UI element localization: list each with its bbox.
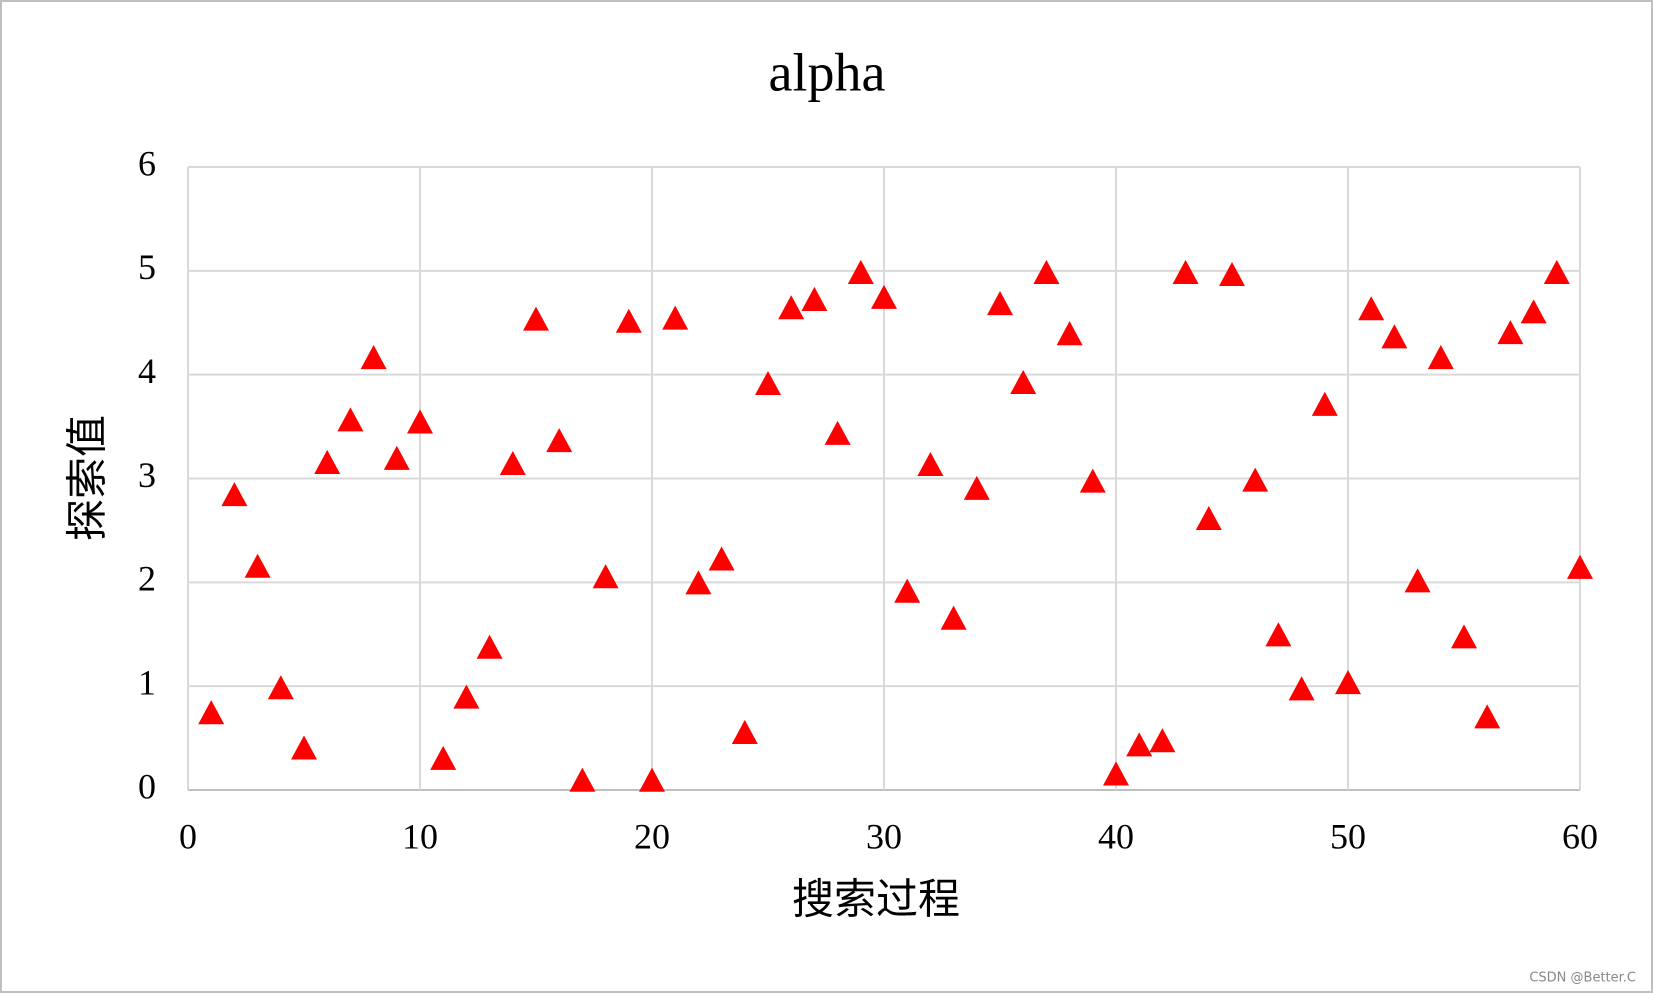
y-tick-label: 1 <box>138 662 156 702</box>
point <box>1543 259 1570 284</box>
point <box>639 767 665 792</box>
x-tick-label: 40 <box>1098 816 1134 856</box>
point <box>383 445 410 470</box>
point <box>1358 296 1385 321</box>
y-tick-label: 2 <box>138 559 156 599</box>
point <box>1335 670 1361 695</box>
point <box>1195 505 1222 531</box>
point <box>198 700 225 725</box>
point <box>407 409 433 434</box>
y-tick-label: 4 <box>138 351 156 391</box>
x-tick-label: 10 <box>402 816 438 856</box>
x-axis-label: 搜索过程 <box>792 878 960 924</box>
y-axis-label: 探索值 <box>66 415 112 541</box>
point <box>1079 468 1106 493</box>
point <box>847 259 874 284</box>
point <box>685 570 712 595</box>
x-tick-label: 20 <box>634 816 670 856</box>
point <box>221 482 248 507</box>
point <box>801 286 828 311</box>
point <box>244 553 271 578</box>
point <box>592 564 619 589</box>
y-tick-label: 5 <box>138 247 156 287</box>
point <box>1427 345 1454 370</box>
point <box>1451 624 1477 649</box>
point <box>1033 259 1060 284</box>
x-tick-label: 0 <box>179 816 197 856</box>
chart-title: alpha <box>769 42 886 102</box>
point <box>430 745 457 770</box>
point <box>662 305 689 330</box>
point <box>731 719 758 744</box>
point <box>1497 320 1524 345</box>
point <box>1172 259 1199 284</box>
point <box>569 767 596 792</box>
point <box>1103 761 1129 786</box>
point <box>1520 299 1547 324</box>
point <box>917 452 944 477</box>
watermark: CSDN @Better.C <box>1529 971 1636 986</box>
point <box>708 546 735 571</box>
point <box>1381 324 1408 349</box>
point <box>963 475 990 500</box>
point <box>1567 554 1593 579</box>
point <box>940 605 967 630</box>
point <box>499 450 526 476</box>
point <box>1219 261 1245 287</box>
y-tick-label: 6 <box>138 143 156 183</box>
point <box>360 345 387 370</box>
x-tick-label: 50 <box>1330 816 1366 856</box>
point <box>453 684 480 709</box>
point <box>871 284 897 309</box>
point <box>267 675 294 700</box>
point <box>1056 321 1083 346</box>
point <box>615 308 642 333</box>
point <box>1288 676 1315 701</box>
point <box>291 735 317 760</box>
point <box>1010 369 1037 395</box>
point <box>1404 568 1431 593</box>
point <box>314 449 341 474</box>
point <box>1242 467 1269 492</box>
point <box>1474 704 1501 729</box>
point <box>1311 391 1338 416</box>
point <box>755 371 781 396</box>
y-tick-label: 3 <box>138 455 156 495</box>
point <box>337 407 364 432</box>
y-tick-label: 0 <box>138 766 156 806</box>
point <box>546 428 573 453</box>
point <box>987 291 1013 316</box>
point <box>778 295 805 320</box>
point <box>523 306 549 331</box>
point <box>894 578 921 603</box>
point <box>1265 622 1292 647</box>
x-tick-label: 30 <box>866 816 902 856</box>
point <box>1149 728 1176 753</box>
point <box>1126 732 1153 757</box>
point <box>824 420 851 445</box>
x-tick-label: 60 <box>1562 816 1598 856</box>
point <box>476 634 503 659</box>
